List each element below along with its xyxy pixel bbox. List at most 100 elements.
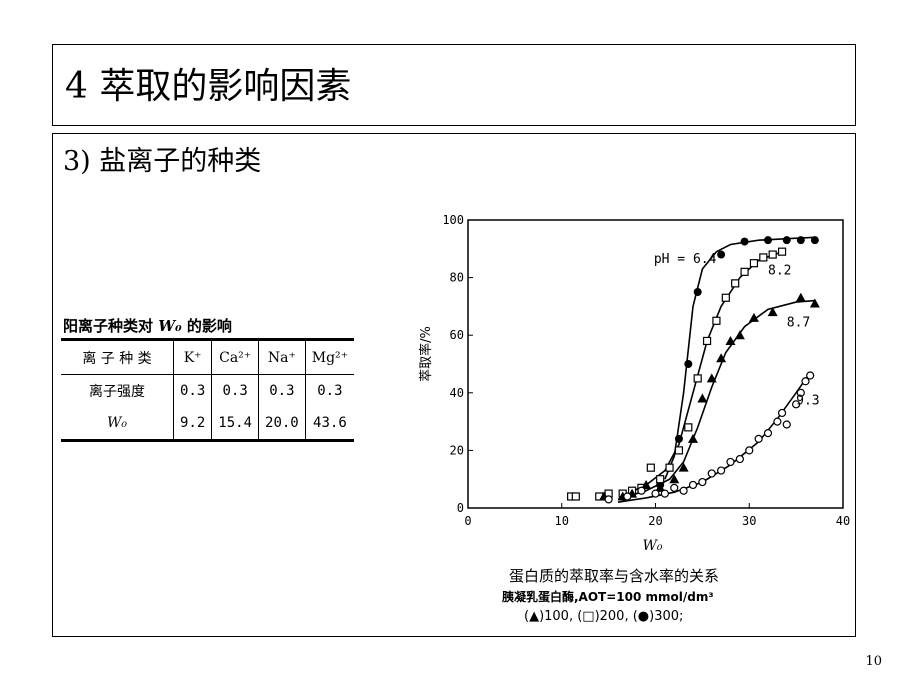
data-point — [782, 236, 791, 245]
data-point — [702, 336, 712, 346]
data-point — [623, 492, 632, 501]
data-point — [806, 371, 815, 380]
y-tick-label: 20 — [450, 443, 464, 457]
table-header-cell: Na⁺ — [258, 338, 306, 375]
figure-caption-line2: 胰凝乳蛋白酶,AOT=100 mmol/dm³ — [502, 590, 714, 604]
table-row-label: 离子强度 — [89, 384, 145, 400]
table-title-suffix: 的影响 — [181, 317, 232, 335]
data-point — [777, 408, 787, 418]
data-point — [641, 479, 652, 489]
data-point — [768, 250, 777, 259]
table-title-prefix: 阳离子种类对 — [63, 317, 159, 335]
data-point — [684, 360, 693, 368]
x-axis-label: W₀ — [642, 538, 662, 554]
data-point — [782, 420, 791, 429]
data-point — [669, 474, 680, 484]
x-tick-label: 40 — [836, 514, 850, 528]
data-point — [684, 423, 693, 432]
data-point — [688, 433, 698, 443]
data-point — [637, 486, 646, 495]
data-point — [777, 247, 787, 256]
data-point — [693, 374, 702, 383]
table-row: 离子强度 0.3 0.3 0.3 0.3 — [61, 374, 355, 407]
x-tick-label: 10 — [555, 514, 569, 528]
table-header-row: 离 子 种 类 K⁺ Ca²⁺ Na⁺ Mg²⁺ — [61, 338, 355, 375]
y-tick-label: 60 — [450, 328, 464, 342]
data-point — [660, 489, 669, 498]
data-point — [698, 477, 707, 487]
data-point — [670, 483, 679, 492]
x-tick-label: 0 — [464, 514, 471, 528]
table-cell: 43.6 — [304, 407, 355, 442]
series-curve — [627, 250, 783, 495]
series-curve — [664, 236, 815, 480]
data-point — [773, 417, 782, 426]
data-point — [717, 250, 726, 259]
y-tick-label: 80 — [450, 271, 464, 285]
data-point — [678, 462, 689, 472]
page-number: 10 — [865, 654, 882, 669]
x-tick-label: 30 — [742, 514, 756, 528]
data-point — [725, 335, 736, 345]
y-axis-label: 萃取率/% — [418, 326, 434, 382]
section-heading: 3) 盐离子的种类 — [63, 146, 262, 177]
data-point — [693, 288, 702, 296]
data-point — [707, 469, 716, 478]
data-point — [745, 446, 754, 455]
table-title-var: W₀ — [158, 317, 182, 335]
data-point — [740, 267, 749, 276]
figure-caption-line3: (▲)100, (□)200, (●)300; — [524, 609, 684, 624]
data-point — [810, 236, 819, 245]
data-point — [712, 316, 721, 325]
table-cell: 0.3 — [258, 374, 306, 407]
data-point — [697, 393, 708, 403]
series-label: 8.7 — [787, 316, 810, 331]
data-point — [655, 482, 666, 492]
table-cell: 0.3 — [172, 374, 212, 407]
table-row: W₀ 9.2 15.4 20.0 43.6 — [61, 407, 355, 442]
table-cell: 0.3 — [211, 374, 259, 407]
slide-title: 4 萃取的影响因素 — [65, 66, 352, 107]
table-header-cell: K⁺ — [172, 338, 212, 375]
content-box: 3) 盐离子的种类 阳离子种类对 W₀ 的影响 离 子 种 类 K⁺ Ca²⁺ … — [52, 133, 856, 637]
data-point — [571, 492, 580, 501]
title-box: 4 萃取的影响因素 — [52, 44, 856, 126]
series-label: 9.3 — [796, 393, 819, 408]
data-point — [679, 486, 688, 495]
series-label: 8.2 — [768, 264, 791, 279]
data-point — [795, 292, 806, 302]
data-point — [748, 312, 759, 322]
data-point — [796, 388, 805, 397]
data-point — [688, 480, 698, 490]
data-point — [809, 298, 820, 308]
x-tick-label: 20 — [648, 514, 662, 528]
data-point — [726, 457, 735, 467]
data-point — [792, 400, 801, 409]
table-header-cell: 离 子 种 类 — [61, 338, 174, 375]
data-point — [674, 446, 684, 455]
data-point — [717, 466, 726, 475]
table-title: 阳离子种类对 W₀ 的影响 — [63, 315, 232, 336]
data-point — [796, 236, 805, 245]
ion-table: 离 子 种 类 K⁺ Ca²⁺ Na⁺ Mg²⁺ 离子强度 0.3 0.3 0.… — [61, 338, 355, 442]
data-point — [646, 463, 655, 472]
data-point — [651, 489, 660, 498]
data-point — [734, 330, 745, 340]
data-point — [656, 475, 665, 484]
data-point — [604, 495, 613, 504]
data-point — [735, 454, 744, 464]
data-point — [706, 373, 717, 383]
y-tick-label: 40 — [450, 386, 464, 400]
data-point — [754, 434, 763, 443]
series-label: pH = 6.4 — [654, 252, 717, 267]
data-point — [740, 237, 749, 246]
data-point — [716, 353, 727, 363]
data-point — [767, 307, 778, 317]
data-point — [665, 463, 674, 472]
table-header-cell: Ca²⁺ — [211, 338, 259, 375]
data-point — [721, 293, 730, 302]
table-header-cell: Mg²⁺ — [304, 338, 355, 375]
table-cell: 9.2 — [172, 407, 212, 442]
y-tick-label: 100 — [442, 213, 464, 227]
